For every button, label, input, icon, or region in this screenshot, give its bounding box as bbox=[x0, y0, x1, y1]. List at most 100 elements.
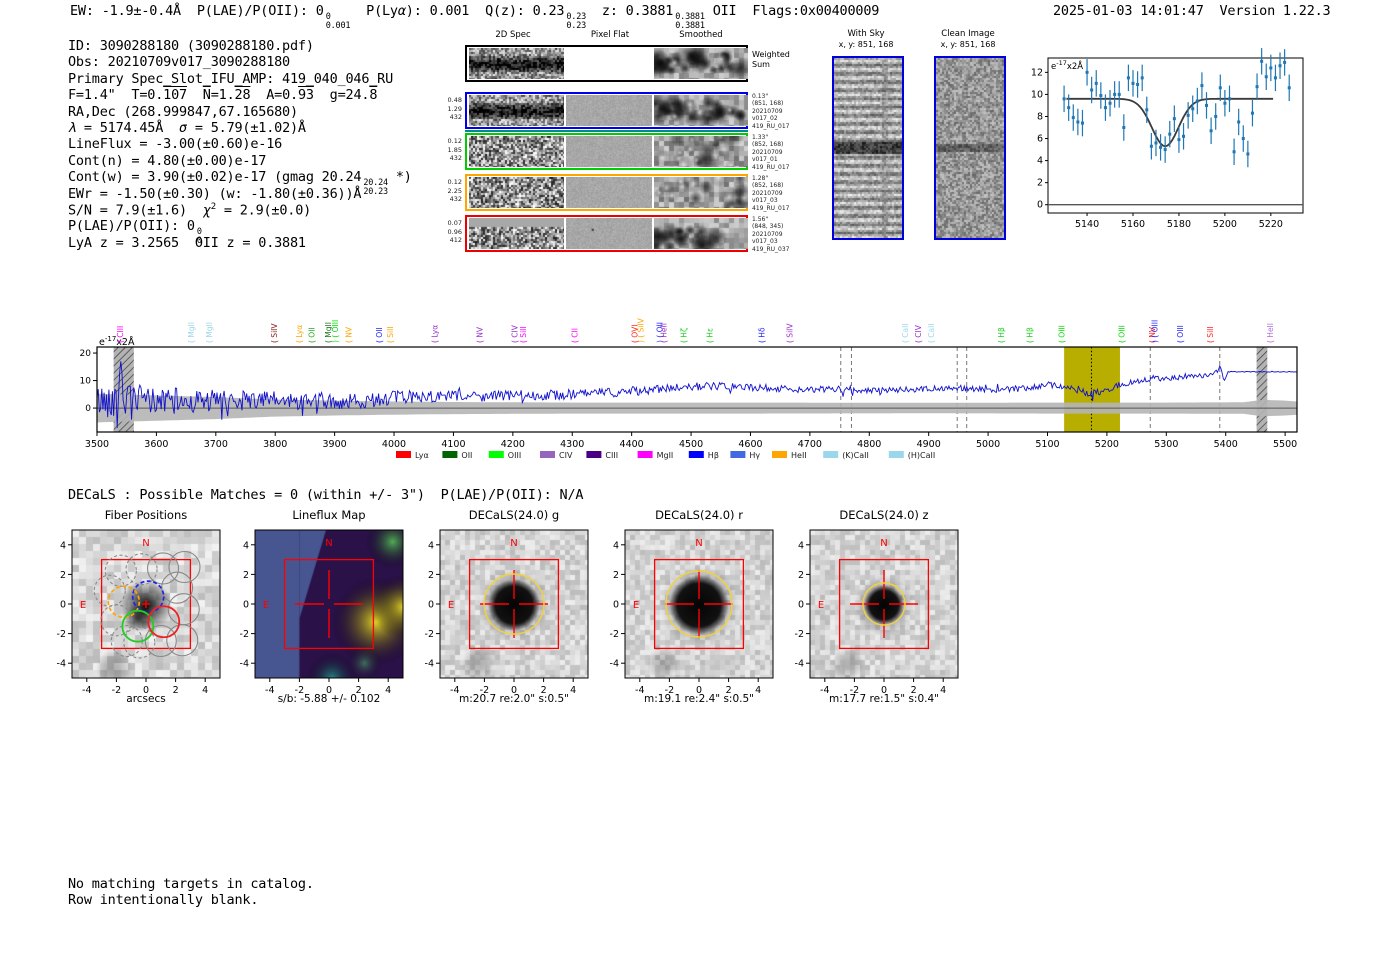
spec2d-weighted-label: Weighted Sum bbox=[752, 50, 790, 69]
svg-text:2: 2 bbox=[428, 570, 434, 581]
svg-text:-2: -2 bbox=[240, 629, 249, 640]
svg-text:( SiII: ( SiII bbox=[1206, 326, 1215, 343]
svg-text:Lyα: Lyα bbox=[415, 451, 429, 460]
svg-text:-4: -4 bbox=[82, 685, 91, 696]
svg-text:) ( OIII: ) ( OIII bbox=[1150, 320, 1159, 343]
svg-text:5000: 5000 bbox=[976, 439, 1000, 450]
svg-text:8: 8 bbox=[1037, 111, 1043, 122]
svg-text:4: 4 bbox=[60, 540, 66, 551]
info-line-6: λ = 5174.45Å σ = 5.79(±1.02)Å bbox=[68, 120, 412, 136]
svg-text:( OII: ( OII bbox=[375, 327, 384, 343]
cutout-caption-g: m:20.7 re:2.0" s:0.5" bbox=[459, 693, 569, 705]
text-segment: = 2.9(±0.0) bbox=[215, 202, 312, 219]
info-line-13: LyA z = 3.2565 OII z = 0.3881 bbox=[68, 235, 412, 251]
zoom-plot-svg: 0 2 4 6 8 10 12 5140 5160 5180 5200 5220 e-17x2Å bbox=[1031, 48, 1304, 230]
spec2d-left-label: 0.12 bbox=[447, 178, 462, 186]
svg-text:0: 0 bbox=[243, 600, 249, 611]
spec2d-col-header: Pixel Flat bbox=[590, 30, 630, 40]
svg-text:0: 0 bbox=[428, 600, 434, 611]
spec2d-left-labels: 0.12 1.85 432 bbox=[439, 137, 462, 163]
svg-text:5300: 5300 bbox=[1154, 439, 1178, 450]
svg-text:OIII: OIII bbox=[508, 451, 521, 460]
info-line-2: Obs: 20210709v017_3090288180 bbox=[68, 54, 412, 70]
svg-text:4100: 4100 bbox=[441, 439, 465, 450]
svg-text:N: N bbox=[325, 538, 332, 549]
svg-text:4: 4 bbox=[570, 685, 576, 696]
spec2d-right-label: 20210709 bbox=[752, 189, 783, 197]
spec2d-cell-2-0 bbox=[469, 136, 564, 167]
spec2d-right-label: 419_RU_017 bbox=[752, 204, 790, 212]
svg-text:e-17x2Å: e-17x2Å bbox=[99, 335, 135, 348]
svg-text:( SiIV: ( SiIV bbox=[270, 323, 279, 343]
cutout-title-lineflux: Lineflux Map bbox=[292, 508, 366, 522]
svg-text:( CaII: ( CaII bbox=[901, 323, 910, 343]
spacer bbox=[1204, 3, 1220, 19]
spec2d-right-label: (851, 168) bbox=[752, 100, 784, 108]
text-segment: EWr = -1.50(±0.30) (w: -1.80(±0.36))Å bbox=[68, 185, 362, 202]
cutout-title-z: DECaLS(24.0) z bbox=[839, 508, 929, 522]
text-segment: ID: 3090288180 (3090288180.pdf) bbox=[68, 38, 314, 54]
spec2d-right-label: 419_RU_017 bbox=[752, 163, 790, 171]
sup-sub-value: 20.24 20.23 bbox=[363, 178, 388, 198]
svg-text:-2: -2 bbox=[665, 685, 674, 696]
spec2d-right-label: 20210709 bbox=[752, 148, 783, 156]
svg-text:6: 6 bbox=[1037, 134, 1043, 145]
spec2d-cell-1-2 bbox=[654, 95, 748, 126]
svg-text:2: 2 bbox=[798, 570, 804, 581]
svg-text:3600: 3600 bbox=[144, 439, 168, 450]
svg-text:CIII: CIII bbox=[605, 451, 618, 460]
cutout-image-lineflux bbox=[255, 530, 403, 678]
summary-header-line: EW: -1.9±-0.4Å P(LAE)/P(OII): 0 0 0.001 P(… bbox=[70, 3, 879, 31]
spec2d-right-label: 1.28" bbox=[752, 175, 769, 182]
svg-text:0: 0 bbox=[143, 685, 149, 696]
svg-text:-4: -4 bbox=[820, 685, 829, 696]
svg-text:-2: -2 bbox=[850, 685, 859, 696]
info-line-5: RA,Dec (268.999847,67.165680) bbox=[68, 104, 412, 120]
svg-text:) ( SiIV: ) ( SiIV bbox=[637, 317, 646, 343]
text-segment bbox=[187, 87, 203, 103]
svg-text:4700: 4700 bbox=[798, 439, 822, 450]
svg-text:( CIV: ( CIV bbox=[914, 324, 923, 343]
spec2d-right-label: 419_RU_017 bbox=[752, 122, 790, 130]
svg-text:4: 4 bbox=[243, 540, 249, 551]
svg-text:N: N bbox=[142, 538, 149, 549]
cutout-title-fiber: Fiber Positions bbox=[104, 508, 188, 522]
spec2d-cell-2-2 bbox=[654, 136, 748, 167]
svg-text:( Hζ: ( Hζ bbox=[679, 328, 688, 343]
svg-text:4: 4 bbox=[428, 540, 434, 551]
svg-text:4500: 4500 bbox=[679, 439, 703, 450]
svg-text:( HeII: ( HeII bbox=[1266, 323, 1275, 343]
spec2d-right-label: v017_03 bbox=[752, 238, 778, 246]
timestamp-version: 2025-01-03 14:01:47 Version 1.22.3 bbox=[1053, 3, 1331, 19]
svg-text:-4: -4 bbox=[57, 659, 66, 670]
spec2d-cell-0-1 bbox=[566, 48, 652, 79]
cutout-title-g: DECaLS(24.0) g bbox=[468, 508, 560, 522]
spec2d-cell-0-2 bbox=[654, 48, 748, 79]
svg-text:MgII: MgII bbox=[657, 451, 674, 460]
text-segment: 28 bbox=[234, 87, 251, 104]
svg-text:E: E bbox=[818, 600, 824, 611]
spec2d-cell-3-0 bbox=[469, 177, 564, 208]
svg-text:0: 0 bbox=[326, 685, 332, 696]
footer-line-1: No matching targets in catalog. bbox=[68, 876, 314, 892]
svg-text:( MgII: ( MgII bbox=[205, 322, 214, 343]
weighted-label-line: Weighted bbox=[752, 50, 790, 59]
cutout-caption-lineflux: s/b: -5.88 +/- 0.102 bbox=[277, 693, 381, 705]
svg-text:3800: 3800 bbox=[263, 439, 287, 450]
svg-text:-4: -4 bbox=[265, 685, 274, 696]
text-segment: 8 bbox=[369, 87, 378, 104]
svg-text:N: N bbox=[880, 538, 887, 549]
spec2d-left-label: 0.48 bbox=[447, 96, 462, 104]
spec2d-cell-2-1 bbox=[566, 136, 652, 167]
text-segment: λ bbox=[68, 119, 76, 136]
svg-text:( SiIV: ( SiIV bbox=[786, 323, 795, 343]
text-segment: P(Ly bbox=[350, 3, 398, 19]
svg-text:5500: 5500 bbox=[1273, 439, 1297, 450]
text-segment: RA,Dec (268.999847,67.165680) bbox=[68, 103, 298, 120]
cutout-caption-fiber: arcsecs bbox=[126, 693, 166, 705]
spec2d-row-3 bbox=[465, 174, 748, 211]
svg-text:( CaII: ( CaII bbox=[927, 323, 936, 343]
svg-text:4: 4 bbox=[613, 540, 619, 551]
sky-panel-coords: x, y: 851, 168 bbox=[940, 40, 996, 49]
svg-text:-4: -4 bbox=[450, 685, 459, 696]
